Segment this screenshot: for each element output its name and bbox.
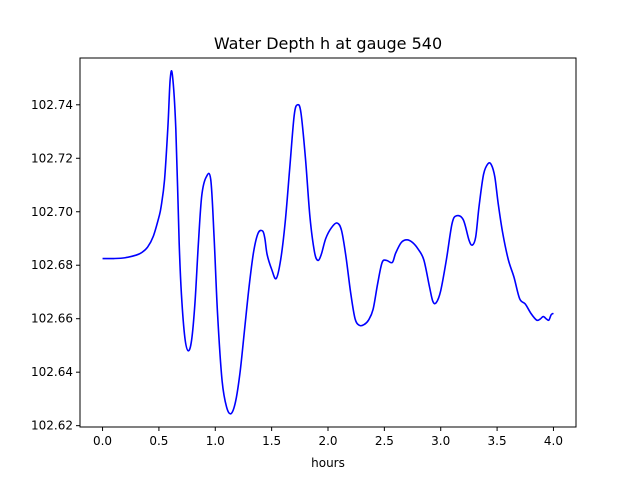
chart-title: Water Depth h at gauge 540 [214, 34, 442, 53]
x-axis-label: hours [311, 456, 345, 470]
x-axis-ticks: 0.0 0.5 1.0 1.5 2.0 2.5 3.0 3.5 4.0 [93, 427, 563, 448]
x-tick-label: 0.5 [149, 434, 168, 448]
x-tick-label: 0.0 [93, 434, 112, 448]
series-line [102, 69, 554, 415]
y-tick-label: 102.70 [31, 205, 73, 219]
y-tick-label: 102.68 [31, 258, 73, 272]
y-tick-label: 102.64 [31, 365, 73, 379]
x-tick-label: 1.0 [206, 434, 225, 448]
y-tick-label: 102.74 [31, 98, 73, 112]
plot-frame [79, 57, 577, 428]
x-tick-label: 2.0 [318, 434, 337, 448]
x-tick-label: 3.0 [431, 434, 450, 448]
y-tick-label: 102.62 [31, 419, 73, 433]
y-axis-ticks: 102.62 102.64 102.66 102.68 102.70 102.72 102.… [31, 98, 80, 433]
x-tick-label: 3.5 [488, 434, 507, 448]
x-tick-label: 1.5 [262, 434, 281, 448]
y-tick-label: 102.66 [31, 312, 73, 326]
x-tick-label: 2.5 [375, 434, 394, 448]
y-tick-label: 102.72 [31, 151, 73, 165]
plot-lines [102, 69, 554, 415]
x-tick-label: 4.0 [544, 434, 563, 448]
